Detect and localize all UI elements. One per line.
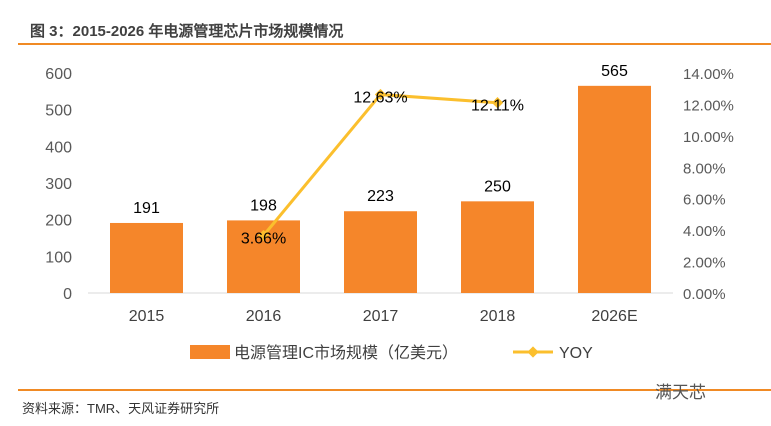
- y2-tick-label: 0.00%: [683, 286, 726, 303]
- x-tick-label: 2017: [363, 308, 399, 325]
- legend-line-label: YOY: [559, 345, 593, 362]
- y2-tick-label: 12.00%: [683, 97, 734, 114]
- bar-value-label: 565: [601, 63, 628, 80]
- x-tick-label: 2018: [480, 308, 516, 325]
- x-tick-label: 2026E: [591, 308, 637, 325]
- yoy-value-label: 12.63%: [353, 90, 407, 107]
- legend-bar-swatch: [190, 345, 230, 359]
- watermark: 满天芯: [655, 383, 706, 402]
- y-tick-label: 100: [45, 249, 72, 266]
- y-tick-label: 0: [63, 286, 72, 303]
- bar: [461, 201, 534, 293]
- bar: [110, 222, 183, 293]
- y2-tick-label: 6.00%: [683, 192, 726, 209]
- yoy-value-label: 12.11%: [471, 98, 524, 115]
- x-tick-label: 2016: [246, 308, 282, 325]
- y2-tick-label: 10.00%: [683, 129, 734, 146]
- footer-rule: [18, 389, 771, 391]
- yoy-point: [257, 229, 270, 242]
- y2-tick-label: 4.00%: [683, 223, 726, 240]
- yoy-value-label: 3.66%: [241, 230, 286, 247]
- source-note: 资料来源：TMR、天风证券研究所: [22, 401, 220, 416]
- y2-tick-label: 2.00%: [683, 255, 726, 272]
- y-tick-label: 500: [45, 103, 72, 120]
- title-rule: [18, 43, 771, 45]
- y-tick-label: 600: [45, 66, 72, 83]
- bar-value-label: 250: [484, 178, 511, 195]
- bar-value-label: 191: [133, 200, 160, 217]
- y-tick-label: 400: [45, 139, 72, 156]
- bar-value-label: 223: [367, 188, 394, 205]
- y-tick-label: 200: [45, 213, 72, 230]
- legend-line-marker: [527, 346, 539, 358]
- x-tick-label: 2015: [129, 308, 165, 325]
- figure-title: 图 3：2015-2026 年电源管理芯片市场规模情况: [30, 23, 344, 40]
- bar: [578, 85, 651, 293]
- y2-tick-label: 14.00%: [683, 66, 734, 83]
- y-tick-label: 300: [45, 176, 72, 193]
- bar: [344, 211, 417, 293]
- y2-tick-label: 8.00%: [683, 160, 726, 177]
- legend-bar-label: 电源管理IC市场规模（亿美元）: [234, 344, 458, 362]
- bar-value-label: 198: [250, 197, 277, 214]
